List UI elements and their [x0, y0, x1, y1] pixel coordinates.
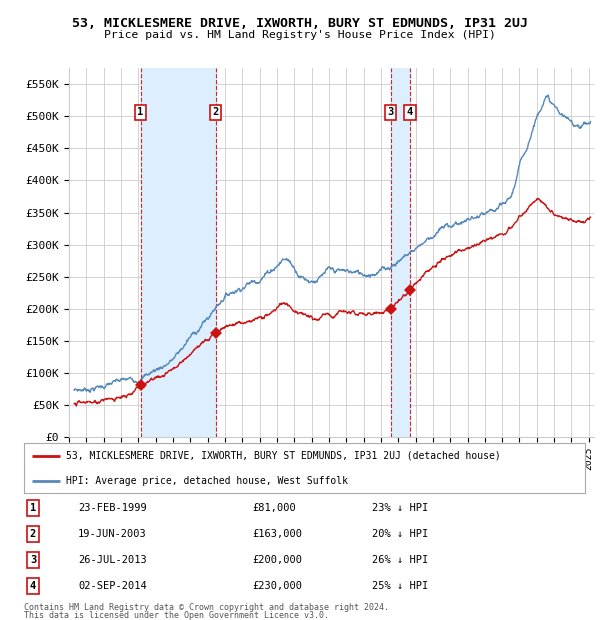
- Text: 26% ↓ HPI: 26% ↓ HPI: [372, 555, 428, 565]
- Bar: [391, 68, 410, 437]
- Text: 4: 4: [30, 581, 36, 591]
- Text: 53, MICKLESMERE DRIVE, IXWORTH, BURY ST EDMUNDS, IP31 2UJ (detached house): 53, MICKLESMERE DRIVE, IXWORTH, BURY ST …: [66, 451, 501, 461]
- Text: 1: 1: [30, 503, 36, 513]
- Text: 02-SEP-2014: 02-SEP-2014: [78, 581, 147, 591]
- Text: 23-FEB-1999: 23-FEB-1999: [78, 503, 147, 513]
- Text: 19-JUN-2003: 19-JUN-2003: [78, 529, 147, 539]
- Text: £81,000: £81,000: [252, 503, 296, 513]
- Text: Contains HM Land Registry data © Crown copyright and database right 2024.: Contains HM Land Registry data © Crown c…: [24, 603, 389, 612]
- Text: 3: 3: [30, 555, 36, 565]
- Text: £230,000: £230,000: [252, 581, 302, 591]
- Text: This data is licensed under the Open Government Licence v3.0.: This data is licensed under the Open Gov…: [24, 611, 329, 619]
- Text: 25% ↓ HPI: 25% ↓ HPI: [372, 581, 428, 591]
- Text: £163,000: £163,000: [252, 529, 302, 539]
- Text: 2: 2: [30, 529, 36, 539]
- Text: Price paid vs. HM Land Registry's House Price Index (HPI): Price paid vs. HM Land Registry's House …: [104, 30, 496, 40]
- Text: HPI: Average price, detached house, West Suffolk: HPI: Average price, detached house, West…: [66, 476, 348, 485]
- Text: 23% ↓ HPI: 23% ↓ HPI: [372, 503, 428, 513]
- Text: £200,000: £200,000: [252, 555, 302, 565]
- Text: 53, MICKLESMERE DRIVE, IXWORTH, BURY ST EDMUNDS, IP31 2UJ: 53, MICKLESMERE DRIVE, IXWORTH, BURY ST …: [72, 17, 528, 30]
- Bar: [140, 68, 215, 437]
- Text: 3: 3: [388, 107, 394, 117]
- Text: 2: 2: [212, 107, 219, 117]
- Text: 1: 1: [137, 107, 143, 117]
- Text: 20% ↓ HPI: 20% ↓ HPI: [372, 529, 428, 539]
- Text: 26-JUL-2013: 26-JUL-2013: [78, 555, 147, 565]
- Text: 4: 4: [407, 107, 413, 117]
